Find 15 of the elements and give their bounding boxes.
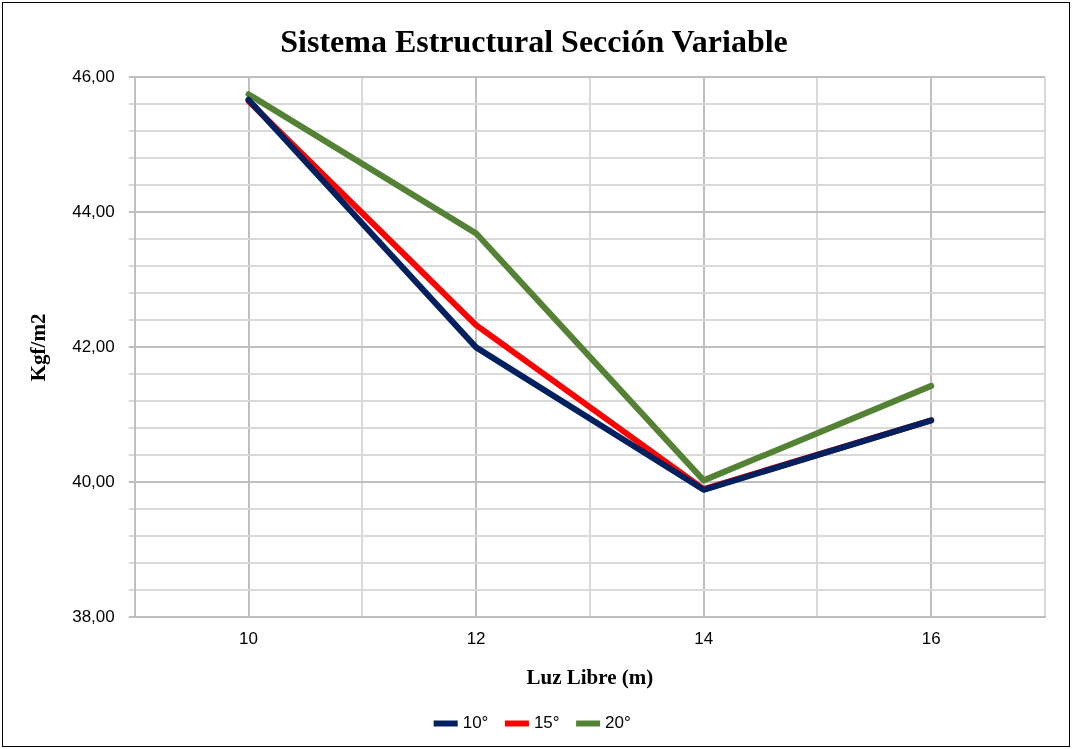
legend-label: 20° [605, 713, 631, 733]
y-tick-label: 42,00 [72, 337, 115, 357]
x-tick-label: 14 [694, 629, 714, 649]
y-tick-label: 46,00 [72, 67, 115, 87]
x-tick-label: 12 [466, 629, 486, 649]
y-axis-title: Kgf/m2 [26, 313, 51, 382]
legend-label: 15° [533, 713, 560, 733]
x-tick-label: 16 [921, 629, 941, 649]
x-tick-label: 10 [239, 629, 258, 649]
chart-title: Sistema Estructural Sección Variable [280, 23, 788, 60]
y-tick-label: 40,00 [72, 472, 115, 492]
legend-label: 10° [462, 713, 489, 733]
y-tick-label: 44,00 [72, 202, 115, 222]
x-axis-title: Luz Libre (m) [526, 664, 654, 689]
y-tick-label: 38,00 [72, 607, 115, 627]
